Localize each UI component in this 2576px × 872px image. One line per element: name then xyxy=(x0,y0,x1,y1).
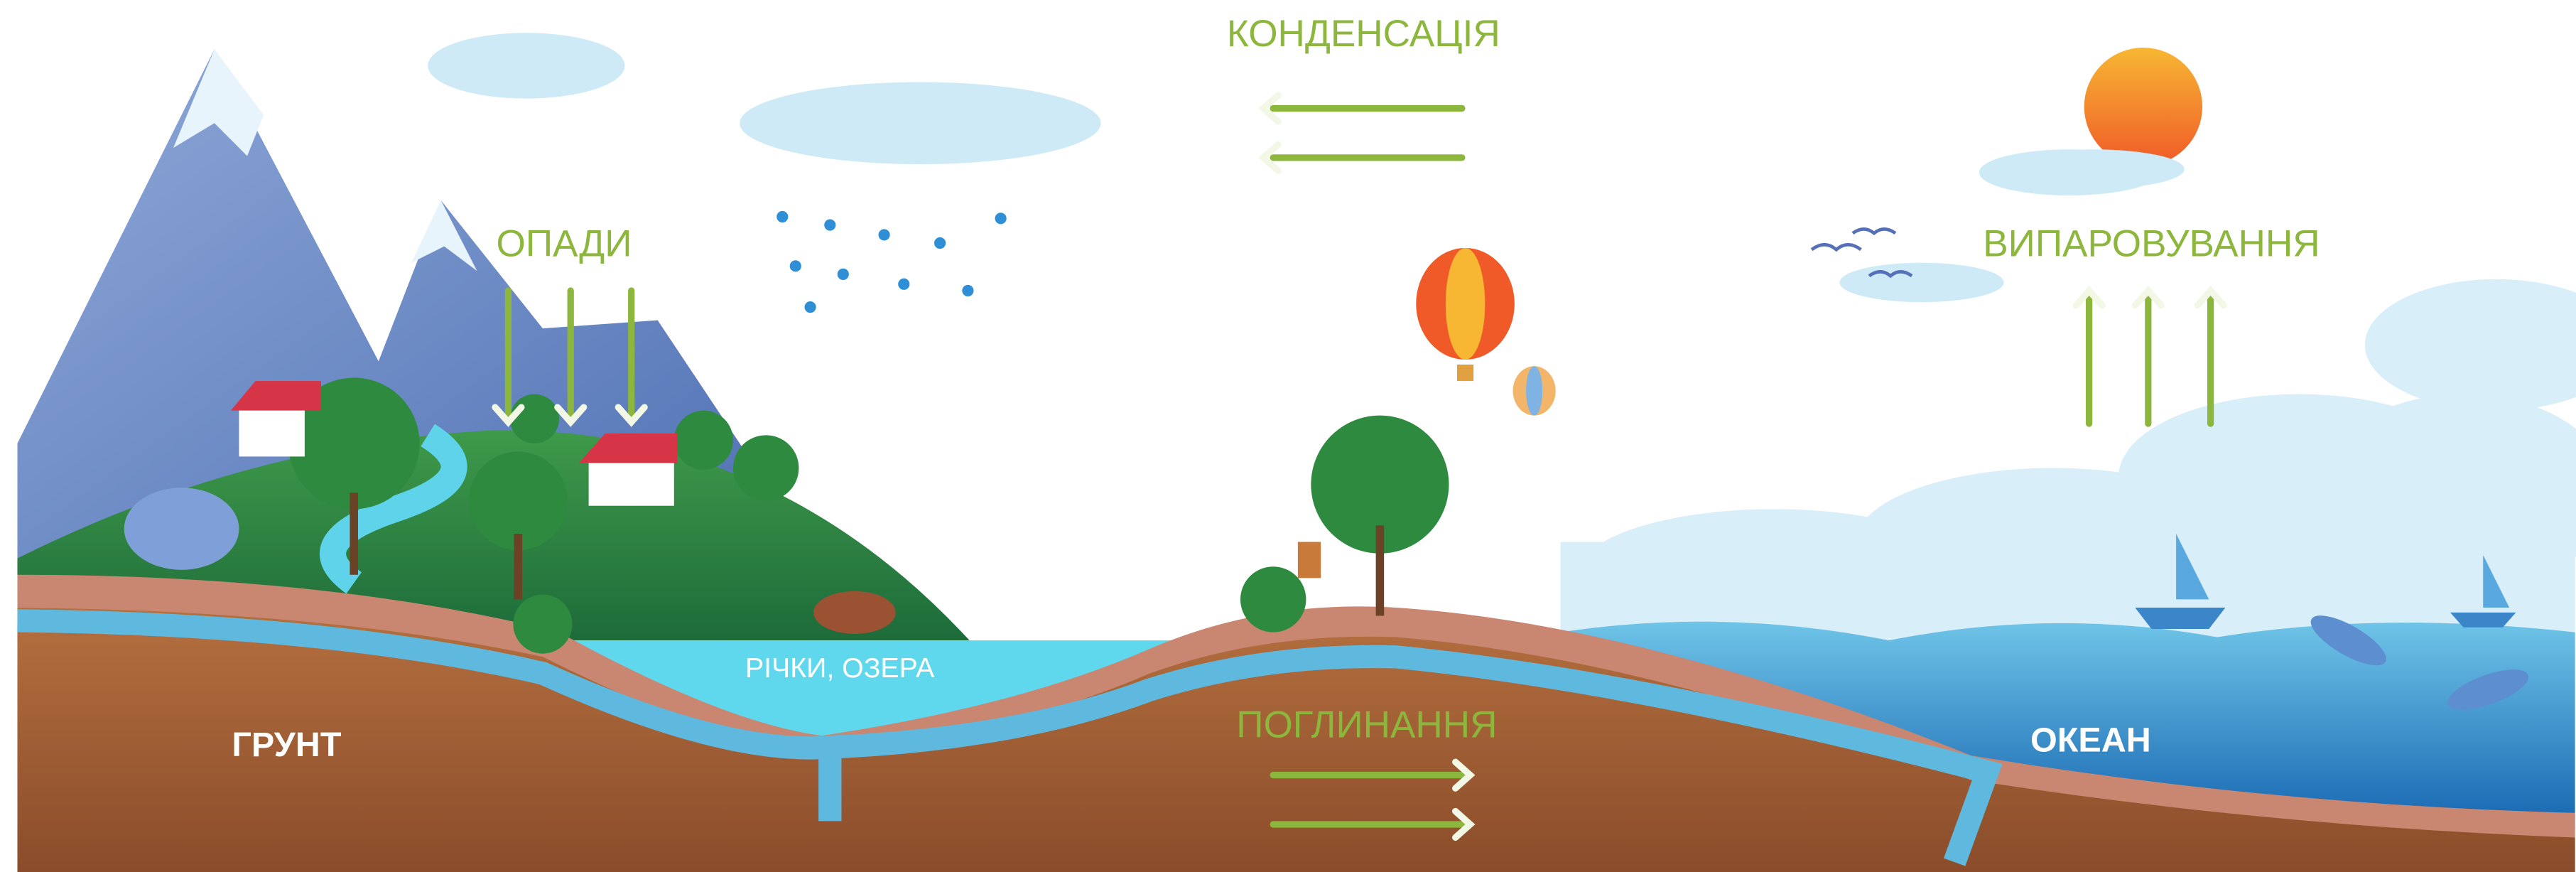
rivers-lakes-label: РІЧКИ, ОЗЕРА xyxy=(745,652,935,684)
absorption-label: ПОГЛИНАННЯ xyxy=(1236,704,1497,746)
water-cycle: КОНДЕНСАЦІЯ ОПАДИ ВИПАРОВУВАННЯ РІЧКИ, О… xyxy=(0,0,2576,872)
condensation-label: КОНДЕНСАЦІЯ xyxy=(1227,13,1500,55)
soil-label: ГРУНТ xyxy=(232,726,341,764)
ocean-label: ОКЕАН xyxy=(2030,721,2151,759)
evaporation-label: ВИПАРОВУВАННЯ xyxy=(1983,223,2320,265)
precipitation-label: ОПАДИ xyxy=(497,223,632,265)
